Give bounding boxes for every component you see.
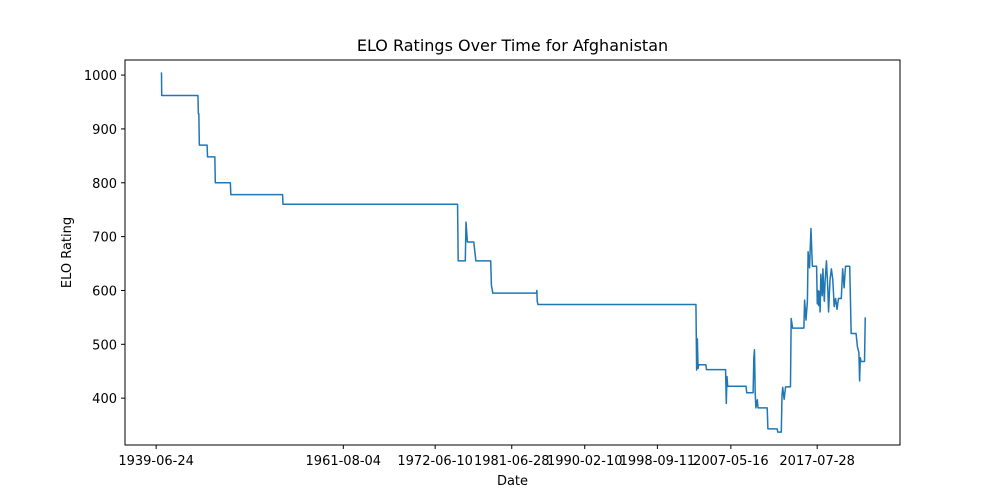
x-tick-label: 1998-09-11 xyxy=(620,454,696,469)
x-tick-label: 2007-05-16 xyxy=(693,454,769,469)
y-tick-label: 800 xyxy=(92,177,117,192)
x-tick-label: 1990-02-10 xyxy=(547,454,623,469)
chart-title: ELO Ratings Over Time for Afghanistan xyxy=(357,36,668,55)
y-tick-label: 1000 xyxy=(84,69,117,84)
y-tick-label: 600 xyxy=(92,284,117,299)
y-tick-label: 900 xyxy=(92,123,117,138)
x-tick-label: 1939-06-24 xyxy=(118,454,194,469)
y-axis-label: ELO Rating xyxy=(60,217,75,288)
series-line-0 xyxy=(160,72,866,433)
x-axis: 1939-06-24 1961-08-04 1972-06-10 1981-06-28… xyxy=(118,445,855,469)
x-tick-label: 1961-08-04 xyxy=(306,454,382,469)
y-tick-label: 700 xyxy=(92,231,117,246)
x-tick-label: 2017-07-28 xyxy=(779,454,855,469)
y-axis: 400 500 600 700 800 900 1000 xyxy=(84,69,125,407)
plot-frame xyxy=(124,59,901,446)
y-tick-label: 400 xyxy=(92,392,117,407)
y-tick-label: 500 xyxy=(92,338,117,353)
x-axis-label: Date xyxy=(497,474,528,489)
x-tick-label: 1972-06-10 xyxy=(397,454,473,469)
x-tick-label: 1981-06-28 xyxy=(474,454,550,469)
plot-area xyxy=(160,72,866,433)
